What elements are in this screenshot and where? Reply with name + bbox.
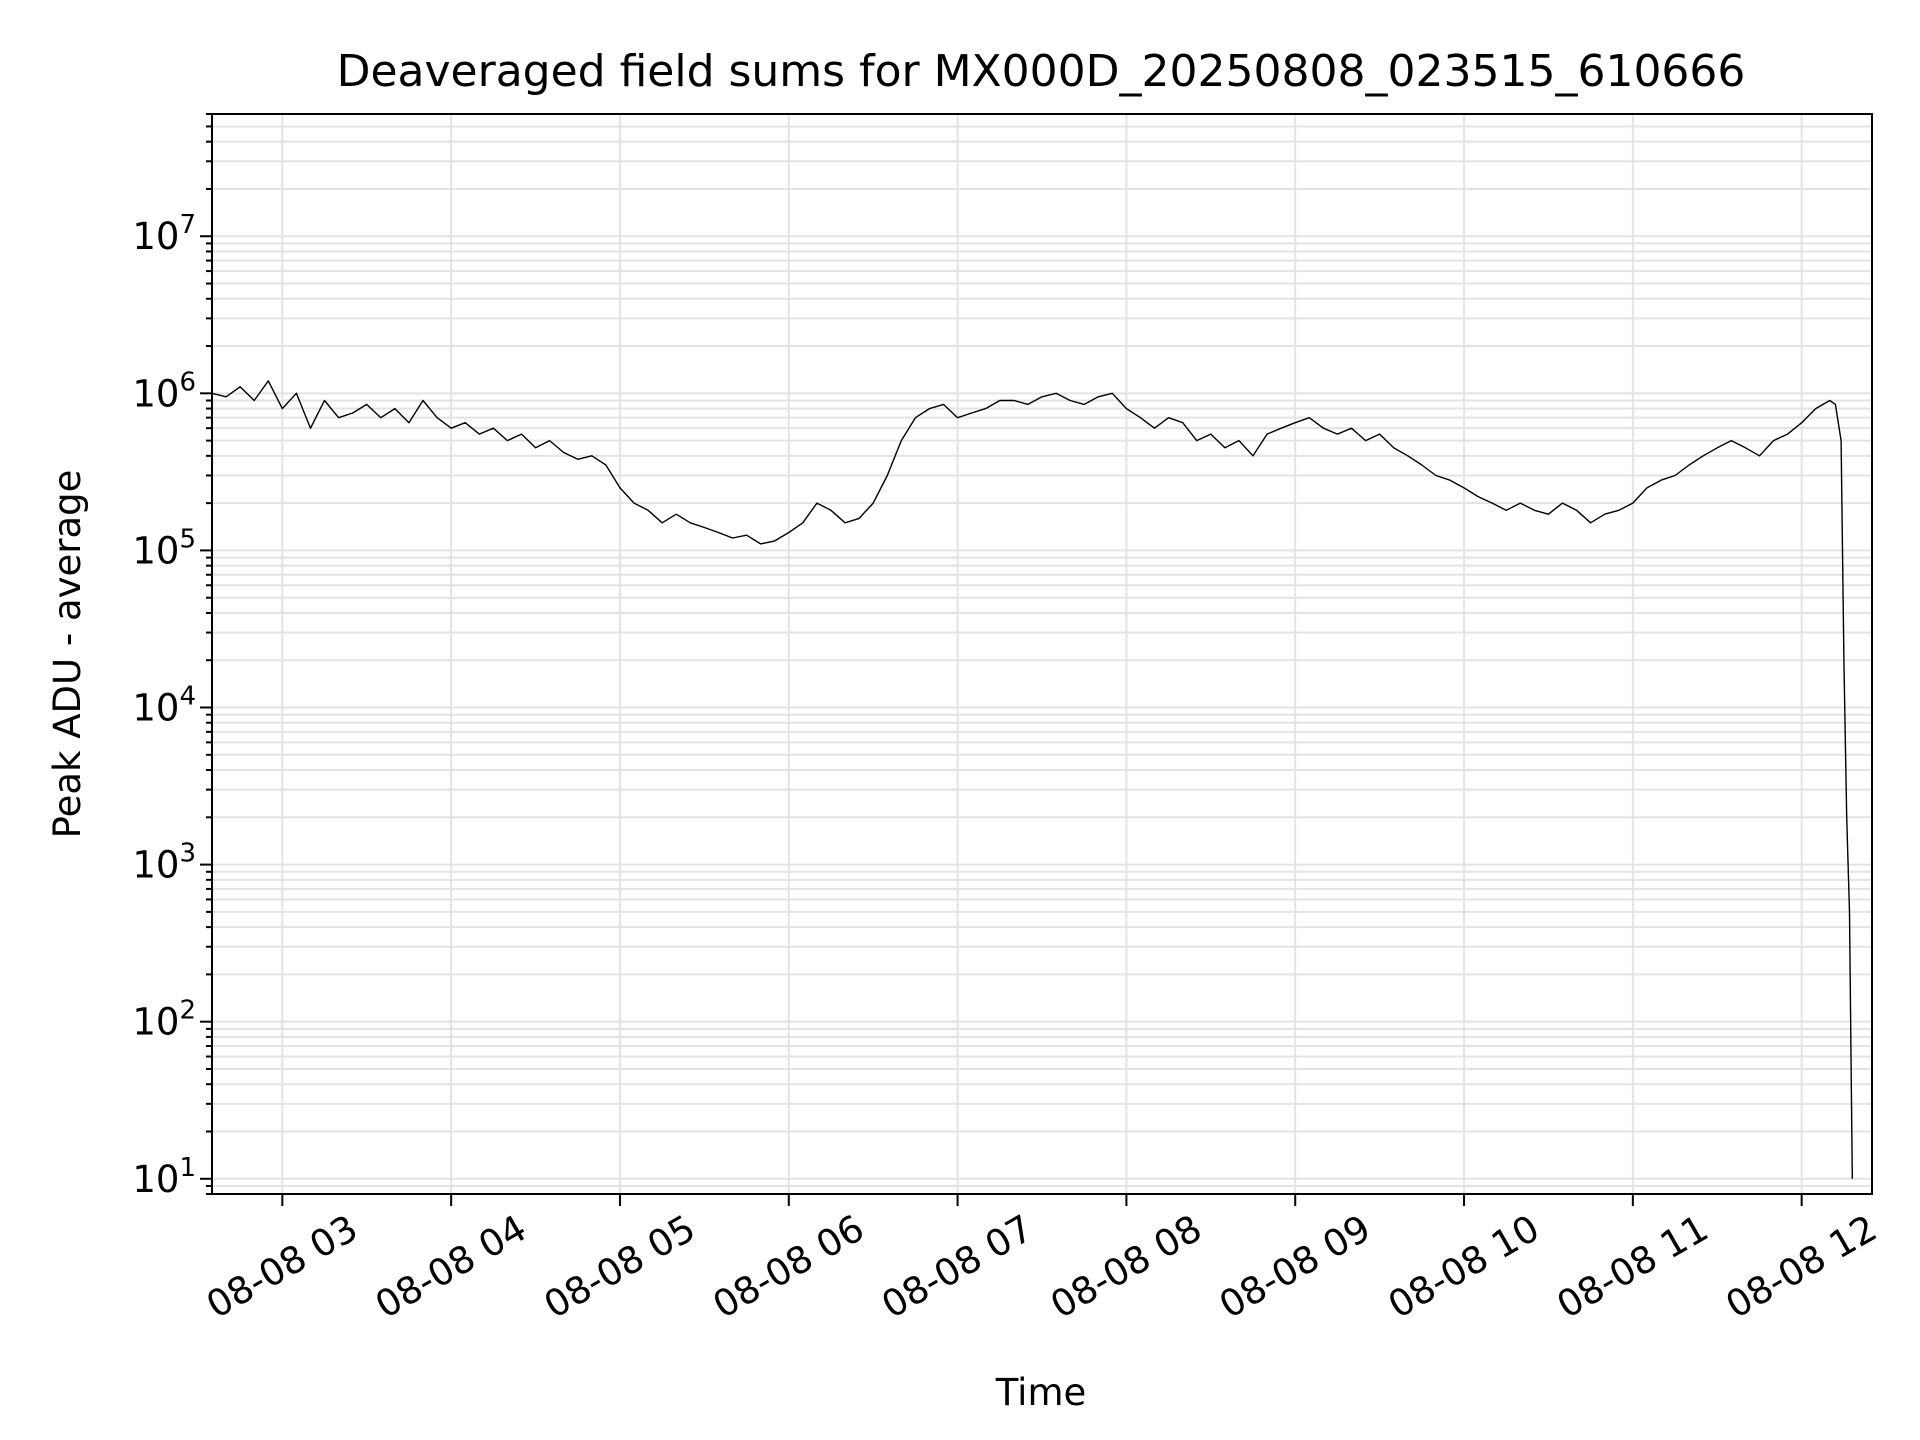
x-tick-label: 08-08 04 [368,1207,534,1327]
x-tick-label: 08-08 11 [1550,1207,1716,1327]
x-axis-label: Time [995,1371,1087,1414]
x-tick-label: 08-08 12 [1719,1207,1885,1327]
y-tick-label: 104 [132,682,196,730]
x-tick-label: 08-08 10 [1381,1207,1547,1327]
x-tick-label: 08-08 06 [706,1207,872,1327]
chart-title: Deaveraged field sums for MX000D_2025080… [337,46,1746,97]
series-layer [211,380,1854,1179]
y-axis-label: Peak ADU - average [46,470,89,839]
x-tick-label: 08-08 05 [537,1207,703,1327]
y-tick-label: 101 [132,1153,196,1201]
x-tick-label: 08-08 08 [1043,1207,1209,1327]
grid [212,113,1872,1195]
ticks: 08-08 03 08-08 04 08-08 05 08-08 06 08-08 07… [132,113,1885,1327]
y-tick-label: 102 [132,996,196,1044]
y-tick-label: 106 [132,367,196,415]
x-tick-label: 08-08 03 [199,1207,365,1327]
y-tick-label: 107 [132,210,196,258]
plot-frame [211,113,1873,1195]
x-tick-label: 08-08 09 [1212,1207,1378,1327]
x-tick-label: 08-08 07 [875,1207,1041,1327]
y-tick-label: 103 [132,839,196,887]
y-tick-label: 105 [132,524,196,572]
series-line [211,380,1854,1179]
